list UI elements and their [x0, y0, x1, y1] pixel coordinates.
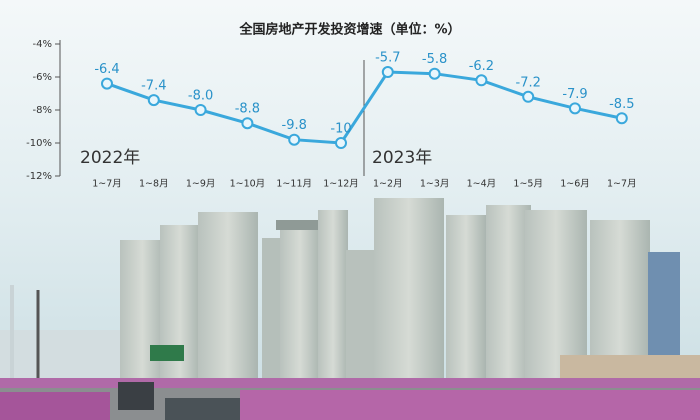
- data-label: -8.8: [235, 102, 260, 117]
- x-tick-label: 1~3月: [420, 179, 450, 190]
- data-label: -9.8: [282, 118, 307, 133]
- x-tick-label: 1~2月: [373, 179, 403, 190]
- data-label: -6.2: [469, 59, 494, 74]
- x-tick-label: 1~8月: [139, 179, 169, 190]
- y-tick-label: -12%: [26, 171, 52, 182]
- x-tick-label: 1~4月: [467, 179, 497, 190]
- data-point: [147, 94, 160, 107]
- data-point: [101, 77, 113, 90]
- x-tick-label: 1~9月: [186, 179, 216, 190]
- y-tick-label: -8%: [33, 105, 52, 116]
- data-point: [335, 137, 347, 149]
- x-tick-label: 1~12月: [323, 179, 359, 190]
- data-point: [288, 133, 301, 146]
- x-tick-label: 1~6月: [560, 179, 590, 190]
- data-point: [615, 112, 628, 125]
- data-label: -8.5: [609, 97, 634, 112]
- data-label: -5.7: [375, 51, 400, 66]
- data-label: -8.0: [188, 89, 213, 104]
- data-label: -6.4: [94, 62, 119, 77]
- y-tick-label: -10%: [26, 138, 52, 149]
- annotation: 2023年: [372, 148, 432, 168]
- data-point: [569, 102, 581, 115]
- x-tick-label: 1~7月: [92, 179, 122, 190]
- data-label: -5.8: [422, 52, 447, 67]
- data-label: -7.9: [562, 87, 587, 102]
- data-point: [475, 74, 488, 87]
- x-tick-label: 1~10月: [230, 179, 266, 190]
- data-point: [522, 90, 535, 103]
- data-label: -10: [330, 122, 351, 137]
- chart-title: 全国房地产开发投资增速（单位：%）: [238, 22, 460, 38]
- data-line: [106, 70, 623, 145]
- data-point: [381, 66, 394, 79]
- data-label: -7.2: [516, 75, 541, 90]
- y-tick-label: -4%: [33, 39, 52, 50]
- x-tick-label: 1~5月: [513, 179, 543, 190]
- data-point: [428, 67, 441, 80]
- data-point: [194, 104, 207, 116]
- data-label: -7.4: [141, 79, 166, 94]
- y-tick-label: -6%: [33, 72, 52, 83]
- annotation: 2022年: [80, 148, 140, 168]
- x-tick-label: 1~7月: [607, 179, 637, 190]
- photo: [0, 198, 700, 420]
- x-tick-label: 1~11月: [276, 179, 312, 190]
- data-point: [241, 117, 254, 130]
